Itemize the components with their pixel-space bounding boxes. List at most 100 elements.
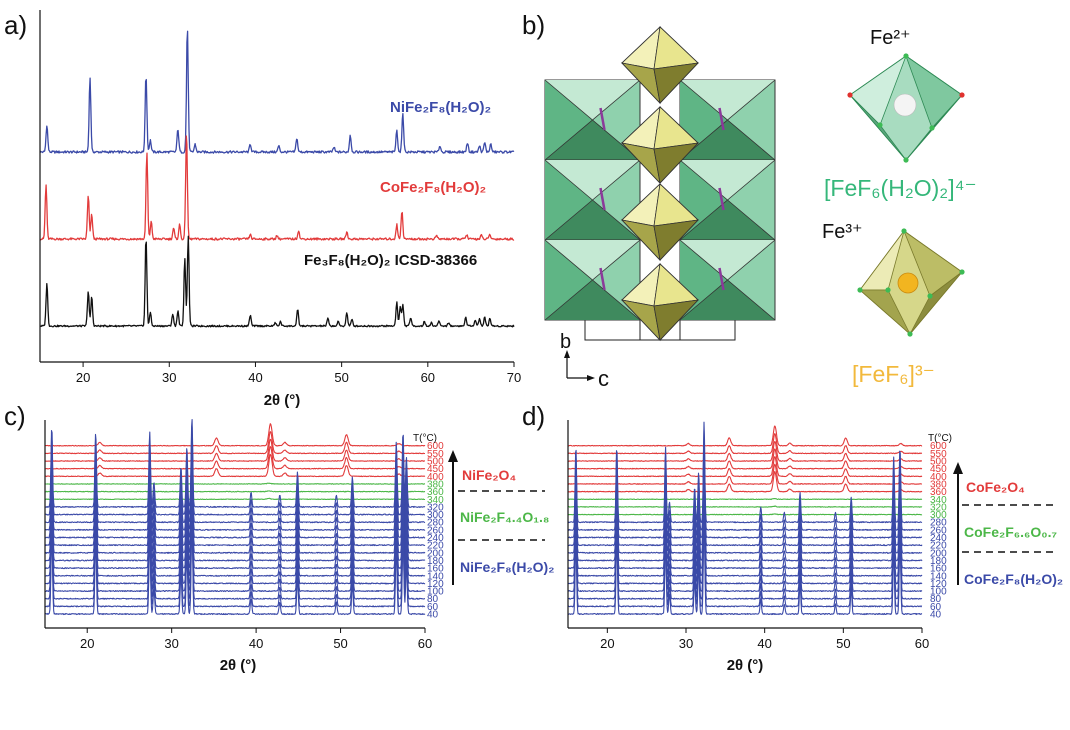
panel-label-b: b) [522,10,545,40]
panel-a-chart: 20 30 40 50 60 70 2θ (°) NiFe₂F₈(H₂O)₂ CoFe₂F… [39,10,521,409]
panel-d-phase-mid: CoFe₂F₆.₆O₀.₇ [964,524,1057,540]
panel-d-temp-label-320: 320 [930,502,947,513]
panel-c-temp-label-500: 500 [427,457,444,468]
panel-c-temp-label-320: 320 [427,502,444,513]
panel-d-trace-220 [567,445,923,547]
panel-c-trace-360 [44,490,426,493]
fe2-label: Fe²⁺ [870,27,911,49]
panel-d-temp-header: T(°C) [928,433,952,444]
panel-c-xlabel: 2θ (°) [220,657,257,674]
panel-c-trace-450 [44,446,426,470]
panel-d-trace-40 [567,513,923,616]
panel-d-trace-80 [567,498,923,600]
panel-a-xlabel: 2θ (°) [264,392,301,409]
panel-d-chart: 20 30 40 50 60 60055050045040038036034032030… [567,420,1063,674]
panel-d-trace-380 [567,463,923,485]
panel-c-trace-220 [44,457,426,547]
green-octahedron-icon [679,239,776,321]
panel-c-trace-380 [44,482,426,485]
panel-a-label-red: CoFe₂F₈(H₂O)₂ [380,179,486,196]
panel-d-temp-label-80: 80 [930,594,942,605]
panel-a-label-black: Fe₃F₈(H₂O)₂ ICSD-38366 [304,252,477,269]
panel-d-temp-label-160: 160 [930,564,947,575]
panel-d-trace-280 [567,421,923,524]
panel-c-trace-240 [44,448,426,539]
panel-d-trace-450 [567,448,923,470]
panel-c-x-tick-label-40: 40 [249,636,263,651]
panel-d-trace-300 [567,513,923,516]
panel-c-trace-80 [44,510,426,600]
panel-a-x-tick-label-40: 40 [248,370,262,385]
panel-c-trace-140 [44,487,426,577]
panel-d-temp-label-450: 450 [930,464,947,475]
panel-c-temp-label-450: 450 [427,464,444,475]
panel-label-d: d) [522,401,545,431]
fe2-formula: [FeF₆(H₂O)₂]⁴⁻ [824,175,977,201]
panel-d-trace-200 [567,452,923,554]
panel-c-temp-label-180: 180 [427,556,444,567]
panel-c-x-tick-label-50: 50 [333,636,347,651]
panel-d-temp-label-600: 600 [930,441,947,452]
panel-d-trace-260 [567,429,923,531]
fe2-octahedron-icon [847,53,965,163]
panel-c-temp-label-280: 280 [427,518,444,529]
panel-c-temp-label-100: 100 [427,587,444,598]
fe3-octahedron-icon [857,228,965,337]
panel-c-trace-160 [44,479,426,570]
panel-a-label-blue: NiFe₂F₈(H₂O)₂ [390,99,491,116]
panel-d-xlabel: 2θ (°) [727,657,764,674]
panel-c-x-tick-label-30: 30 [164,636,178,651]
panel-c-x-tick-label-20: 20 [80,636,94,651]
panel-c-temp-label-550: 550 [427,449,444,460]
panel-d-trace-140 [567,475,923,577]
panel-c-trace-200 [44,464,426,554]
panel-c-temp-label-600: 600 [427,441,444,452]
fe3-label: Fe³⁺ [822,221,863,243]
panel-c-temp-label-400: 400 [427,472,444,483]
panel-d-trace-160 [567,467,923,570]
panel-label-c: c) [4,401,26,431]
panel-d-trace-360 [567,470,923,493]
panel-a-series-2 [39,235,515,328]
panel-d-temp-label-400: 400 [930,472,947,483]
panel-c-trace-400 [44,453,426,478]
green-octahedron-icon [544,159,641,241]
panel-c-x-tick-label-60: 60 [418,636,432,651]
panel-c-temp-label-160: 160 [427,564,444,575]
panel-c-temp-label-120: 120 [427,579,444,590]
panel-c-trace-300 [44,426,426,516]
panel-c-trace-500 [44,438,426,462]
panel-d-trace-240 [567,437,923,539]
panel-c-temp-label-260: 260 [427,525,444,536]
panel-c-temp-label-140: 140 [427,571,444,582]
panel-b-structure: b c Fe²⁺ [FeF₆(H₂O)₂]⁴⁻ Fe³⁺ [544,25,977,391]
yellow-octahedron-icon [620,182,700,262]
panel-d-trace-600 [567,425,923,447]
panel-d-trace-100 [567,490,923,593]
panel-c-temp-label-360: 360 [427,487,444,498]
panel-c-temp-label-240: 240 [427,533,444,544]
panel-c-phase-top: NiFe₂O₄ [462,467,516,483]
panel-c-temp-label-380: 380 [427,479,444,490]
panel-d-trace-60 [567,506,923,608]
axes-indicator: b c [560,331,609,391]
panel-d-x-tick-label-30: 30 [679,636,693,651]
panel-d-temp-label-360: 360 [930,487,947,498]
panel-a-x-tick-label-60: 60 [421,370,435,385]
yellow-octahedron-icon [620,105,700,185]
yellow-octahedron-icon [620,25,700,105]
panel-d-temp-label-40: 40 [930,610,942,621]
panel-c-trace-550 [44,431,426,455]
panel-d-trace-400 [567,456,923,478]
panel-a-x-tick-label-70: 70 [507,370,521,385]
panel-a-series-0 [39,30,515,154]
panel-d-temp-label-380: 380 [930,479,947,490]
panel-c-trace-280 [44,433,426,524]
panel-d-temp-label-140: 140 [930,571,947,582]
panel-c-temp-label-340: 340 [427,495,444,506]
panel-c-temp-label-40: 40 [427,610,439,621]
panel-d-temp-label-220: 220 [930,541,947,552]
panel-c-temp-label-220: 220 [427,541,444,552]
panel-d-temp-label-120: 120 [930,579,947,590]
